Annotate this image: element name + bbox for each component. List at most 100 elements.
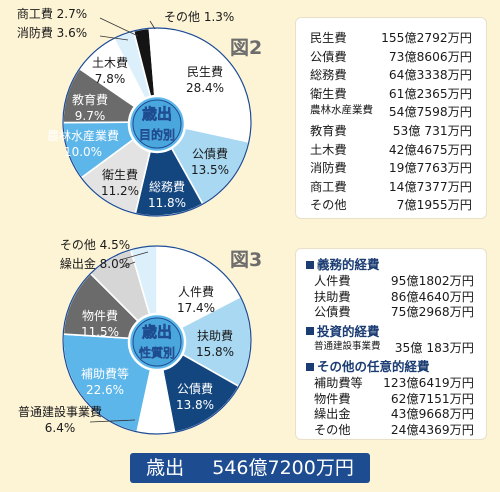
slice-name-label: 衛生費 xyxy=(102,167,138,182)
amount-row-name: その他 xyxy=(314,422,351,437)
amount-row-value: 7億1955万円 xyxy=(396,198,472,213)
amount-row: 公債費 75億2968万円 xyxy=(314,302,474,320)
total-expenditure-banner: 歳出 546億7200万円 xyxy=(130,453,370,483)
amount-row: 繰出金 43億9668万円 xyxy=(314,404,474,422)
slice-percent-label: 15.8% xyxy=(196,345,234,359)
amount-row: 公債費 73億8606万円 xyxy=(310,47,472,65)
slice-label: 繰出金 8.0% xyxy=(60,256,130,271)
amount-row-name: 総務費 xyxy=(310,68,347,83)
total-value: 546億7200万円 xyxy=(212,457,354,479)
amount-row-name: 農林水産業費 xyxy=(310,104,373,117)
amount-row: 民生費 155億2792万円 xyxy=(310,28,472,46)
amount-row-value: 123億6419万円 xyxy=(383,376,474,390)
amount-row: 扶助費 86億4640万円 xyxy=(314,287,474,305)
leader-line xyxy=(119,251,149,261)
section-heading: その他の任意的経費 xyxy=(306,356,430,375)
center-badge-inner xyxy=(132,317,182,367)
slice-percent-label: 11.2% xyxy=(101,184,139,198)
amount-row-name: 普通建設事業費 xyxy=(314,340,381,352)
amount-row: 農林水産業費 54億7598万円 xyxy=(310,102,472,120)
amount-row-name: 扶助費 xyxy=(314,289,351,304)
slice-name-label: 物件費 xyxy=(82,308,118,323)
amount-row-name: 繰出金 xyxy=(314,407,351,421)
center-badge-inner xyxy=(132,99,182,149)
slice-name-label: 公債費 xyxy=(192,146,228,161)
slice-label: 消防費 3.6% xyxy=(17,25,87,40)
amount-row: 総務費 64億3338万円 xyxy=(310,65,472,83)
section-heading-text: 投資的経費 xyxy=(317,323,380,339)
amount-row-value: 155億2792万円 xyxy=(381,31,472,45)
amount-row-value: 86億4640万円 xyxy=(390,289,474,304)
pie-outline xyxy=(62,245,252,435)
amount-row-name: 土木費 xyxy=(310,142,347,157)
slice-percent-label: 7.8% xyxy=(95,72,126,86)
slice-label: その他 4.5% xyxy=(60,238,130,252)
square-bullet-icon xyxy=(306,327,314,335)
center-title: 歳出 xyxy=(142,105,172,123)
slice-name-label: 民生費 xyxy=(187,64,223,79)
center-subtitle: 性質別 xyxy=(138,345,175,360)
slice-percent-label: 9.7% xyxy=(75,109,106,123)
amount-row: 教育費 53億 731万円 xyxy=(310,121,472,139)
slice-name-label: 人件費 xyxy=(178,284,214,299)
amount-row-name: 商工費 xyxy=(310,179,347,194)
amount-row: 衛生費 61億2365万円 xyxy=(310,84,472,102)
section-heading: 投資的経費 xyxy=(306,321,380,340)
amount-row-value: 35億 183万円 xyxy=(394,340,474,355)
section-heading-text: その他の任意的経費 xyxy=(317,359,430,374)
slice-name-label: 公債費 xyxy=(177,381,213,396)
amount-row-name: 人件費 xyxy=(314,274,351,288)
slice-percent-label: 17.4% xyxy=(177,301,215,315)
leader-line xyxy=(99,35,129,41)
section-heading: 義務的経費 xyxy=(306,254,380,273)
slice-name-label: 補助費等 xyxy=(81,366,129,381)
amount-row-name: 消防費 xyxy=(310,161,347,176)
figure-2-amount-table: 民生費 155億2792万円公債費 73億8606万円 総務費 64億3338万円 衛生費… xyxy=(295,17,487,219)
section-heading-text: 義務的経費 xyxy=(317,257,380,272)
amount-row-value: 73億8606万円 xyxy=(388,49,472,64)
square-bullet-icon xyxy=(306,362,314,371)
amount-row-value: 24億4369万円 xyxy=(390,422,474,437)
amount-row-value: 54億7598万円 xyxy=(388,105,472,120)
amount-row: 商工費 14億7377万円 xyxy=(310,177,472,195)
amount-row-value: 19億7763万円 xyxy=(388,161,472,176)
slice-percent-label: 22.6% xyxy=(86,383,124,397)
amount-row: 物件費 62億7151万円 xyxy=(314,389,474,407)
slice-percent-label: 10.0% xyxy=(64,145,102,159)
amount-row-value: 53億 731万円 xyxy=(392,124,472,138)
slice-name-label: 教育費 xyxy=(72,92,108,107)
amount-row-value: 62億7151万円 xyxy=(390,391,474,406)
amount-row: その他 7億1955万円 xyxy=(310,195,472,213)
amount-row-value: 14億7377万円 xyxy=(388,179,472,194)
amount-row-name: 民生費 xyxy=(310,31,347,45)
figure-3-amount-table: 義務的経費 人件費 95億1802万円 扶助費 86億4640万円 公債費 75億2968万… xyxy=(295,248,487,440)
amount-row-name: 物件費 xyxy=(314,391,351,406)
amount-row-value: 42億4675万円 xyxy=(388,142,472,157)
slice-label: その他 1.3% xyxy=(164,10,234,24)
slice-name-label: 土木費 xyxy=(92,55,128,70)
center-title: 歳出 xyxy=(142,323,172,341)
slice-name-label: 総務費 xyxy=(149,179,185,194)
amount-row: 土木費 42億4675万円 xyxy=(310,140,472,158)
slice-name-label: 普通建設事業費 xyxy=(18,404,102,419)
amount-row-name: 公債費 xyxy=(314,305,351,319)
slice-label: 商工費 2.7% xyxy=(17,6,87,21)
slice-percent-label: 13.5% xyxy=(191,163,229,177)
leader-line xyxy=(89,419,136,423)
slice-percent-label: 28.4% xyxy=(186,81,224,95)
slice-percent-label: 13.8% xyxy=(176,398,214,412)
amount-row-name: 教育費 xyxy=(310,124,347,138)
amount-row-value: 61億2365万円 xyxy=(388,86,472,101)
leader-line xyxy=(99,17,139,37)
amount-row-name: 公債費 xyxy=(310,49,347,64)
slice-name-label: 扶助費 xyxy=(197,328,233,343)
slice-percent-label: 6.4% xyxy=(45,421,76,435)
leader-line xyxy=(119,261,136,269)
square-bullet-icon xyxy=(306,260,314,269)
amount-row-name: 補助費等 xyxy=(314,376,363,390)
amount-row: 補助費等 123億6419万円 xyxy=(314,373,474,391)
